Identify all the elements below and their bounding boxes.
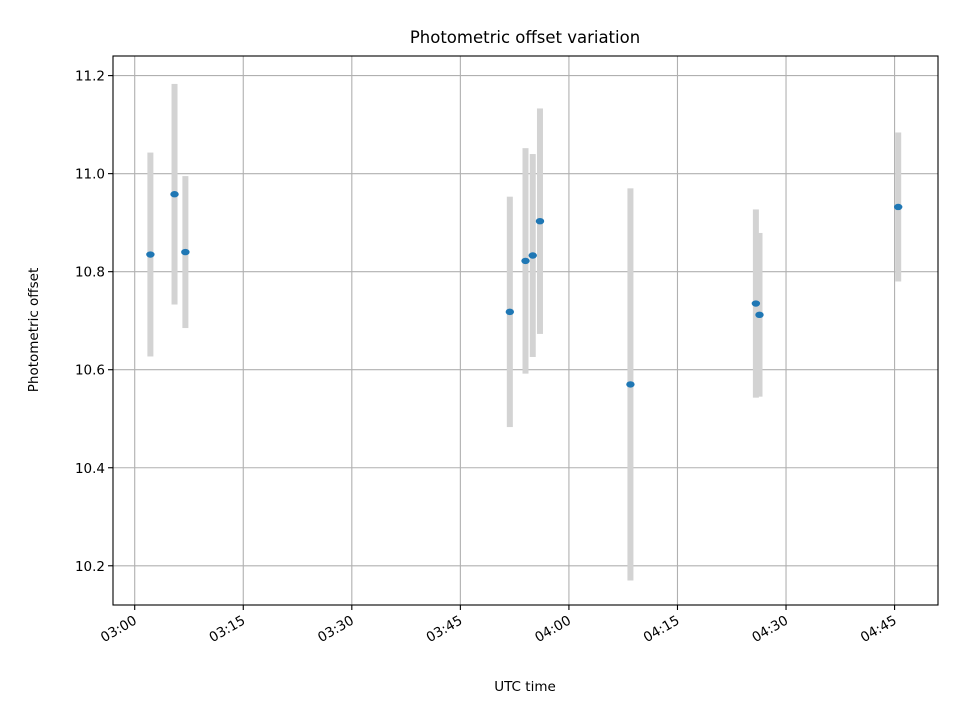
y-tick-label: 10.8	[75, 265, 105, 281]
x-tick-label: 04:45	[858, 613, 900, 646]
data-point	[626, 381, 635, 388]
x-tick-label: 03:30	[315, 613, 357, 646]
point-layer	[146, 191, 903, 388]
data-point	[755, 311, 764, 319]
x-tick-layer: 03:00 03:15 03:30 03:45 04:00 04:15 04:30 04:45	[98, 605, 900, 646]
data-point	[521, 257, 530, 265]
data-point	[893, 203, 903, 211]
y-tick-label: 10.2	[75, 559, 105, 575]
y-tick-layer: 10.2 10.4 10.6 10.8 11.0 11.2	[75, 69, 113, 575]
data-point	[535, 217, 545, 225]
data-point	[146, 251, 155, 258]
x-tick-label: 04:00	[532, 613, 574, 646]
plot-frame	[112, 55, 939, 606]
data-point	[181, 248, 190, 256]
x-tick-label: 04:30	[749, 613, 791, 646]
y-tick-label: 10.4	[75, 461, 105, 477]
data-point	[751, 300, 761, 307]
x-tick-label: 03:15	[207, 613, 249, 646]
y-axis-label: Photometric offset	[26, 268, 42, 392]
x-tick-label: 04:15	[641, 613, 683, 646]
data-point	[505, 308, 515, 316]
data-point	[170, 191, 179, 198]
x-tick-label: 03:00	[98, 613, 140, 646]
x-tick-label: 03:45	[424, 613, 466, 646]
x-axis-label: UTC time	[494, 679, 556, 695]
y-tick-label: 11.2	[75, 69, 105, 85]
chart-title: Photometric offset variation	[410, 28, 640, 47]
y-tick-label: 10.6	[75, 363, 105, 379]
y-tick-label: 11.0	[75, 167, 105, 183]
errorbar-layer	[147, 83, 902, 581]
data-point	[528, 252, 537, 259]
